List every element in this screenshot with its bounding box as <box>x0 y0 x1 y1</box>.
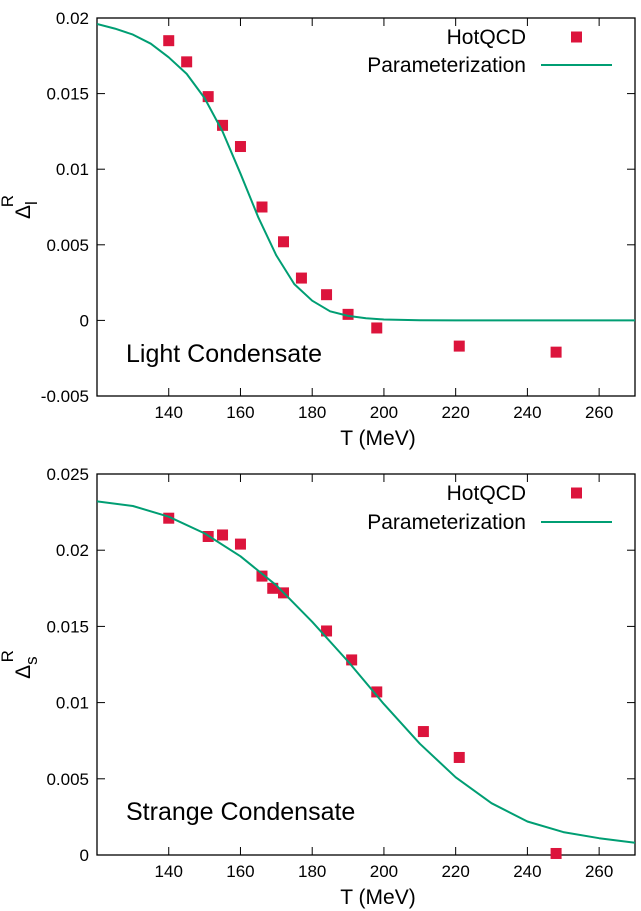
y-axis-label: Δl R <box>0 195 41 219</box>
data-point <box>346 654 358 666</box>
y-tick-label: 0 <box>80 311 89 330</box>
condensate-annotation: Strange Condensate <box>126 798 355 826</box>
data-point <box>217 529 229 541</box>
data-point <box>217 119 229 131</box>
x-tick-label: 160 <box>226 403 254 422</box>
parameterization-line <box>97 500 635 844</box>
y-axis-label-sub: l <box>22 201 41 205</box>
data-point <box>163 512 175 524</box>
x-tick-label: 140 <box>155 862 183 881</box>
y-axis-label-sup: R <box>0 195 17 207</box>
data-point <box>550 346 562 358</box>
y-tick-label: 0.02 <box>56 9 89 28</box>
legend-label-hotqcd: HotQCD <box>447 482 526 505</box>
y-tick-label: 0.005 <box>46 770 89 789</box>
y-axis-label-main: Δ <box>12 205 35 219</box>
legend-marker-hotqcd <box>571 487 582 499</box>
chart-2: 140 160 180 200 220 240 260 0 0.005 0.01 0.015 0.02… <box>0 465 636 909</box>
data-point <box>234 538 246 550</box>
y-tick-label: 0 <box>80 846 89 865</box>
data-point <box>342 308 354 320</box>
x-tick-label: 200 <box>370 862 398 881</box>
data-point <box>371 322 383 334</box>
data-point <box>256 201 268 213</box>
y-tick-label: 0.02 <box>56 541 89 560</box>
data-point <box>202 91 214 103</box>
data-point <box>417 726 429 738</box>
y-tick-label: 0.01 <box>56 694 89 713</box>
x-tick-label: 260 <box>585 862 613 881</box>
x-tick-label: 240 <box>513 862 541 881</box>
y-axis-label-sub: s <box>22 656 41 665</box>
data-point <box>163 35 175 47</box>
legend-marker-hotqcd <box>571 31 582 43</box>
y-tick-label: 0.015 <box>46 617 89 636</box>
y-tick-label: 0.005 <box>46 236 89 255</box>
data-point <box>181 56 193 68</box>
x-tick-label: 140 <box>155 403 183 422</box>
x-tick-label: 260 <box>585 403 613 422</box>
x-tick-label: 180 <box>298 862 326 881</box>
x-tick-label: 220 <box>441 403 469 422</box>
x-tick-label: 160 <box>226 862 254 881</box>
data-point <box>267 582 279 594</box>
condensate-annotation: Light Condensate <box>126 340 322 368</box>
data-point <box>278 236 290 248</box>
data-point <box>371 686 383 698</box>
data-point <box>256 570 268 582</box>
x-tick-label: 240 <box>513 403 541 422</box>
y-axis-label-sup: R <box>0 650 17 662</box>
data-point <box>321 625 333 637</box>
data-point <box>453 751 465 763</box>
chart-1: 140 160 180 200 220 240 260 -0.005 0 0.005 0.01 0.0… <box>0 9 636 450</box>
legend-label-hotqcd: HotQCD <box>447 26 526 49</box>
y-tick-label: 0.015 <box>46 85 89 104</box>
plot-frame <box>96 17 636 397</box>
legend-label-parameterization: Parameterization <box>367 54 526 77</box>
y-tick-label: -0.005 <box>41 387 89 406</box>
data-point <box>321 289 333 301</box>
legend-label-parameterization: Parameterization <box>367 511 526 534</box>
data-point <box>550 847 562 859</box>
plot-frame <box>96 473 636 856</box>
x-axis-label: T (MeV) <box>340 427 415 450</box>
data-point <box>453 340 465 352</box>
y-tick-label: 0.025 <box>46 465 89 484</box>
parameterization-line <box>97 23 635 322</box>
x-tick-label: 180 <box>298 403 326 422</box>
data-point <box>295 272 307 284</box>
y-axis-label-main: Δ <box>12 665 35 679</box>
x-tick-label: 220 <box>441 862 469 881</box>
x-tick-label: 200 <box>370 403 398 422</box>
data-point <box>234 141 246 153</box>
y-axis-label: ΔsR <box>0 650 41 679</box>
y-tick-label: 0.01 <box>56 160 89 179</box>
x-axis-label: T (MeV) <box>340 886 415 909</box>
